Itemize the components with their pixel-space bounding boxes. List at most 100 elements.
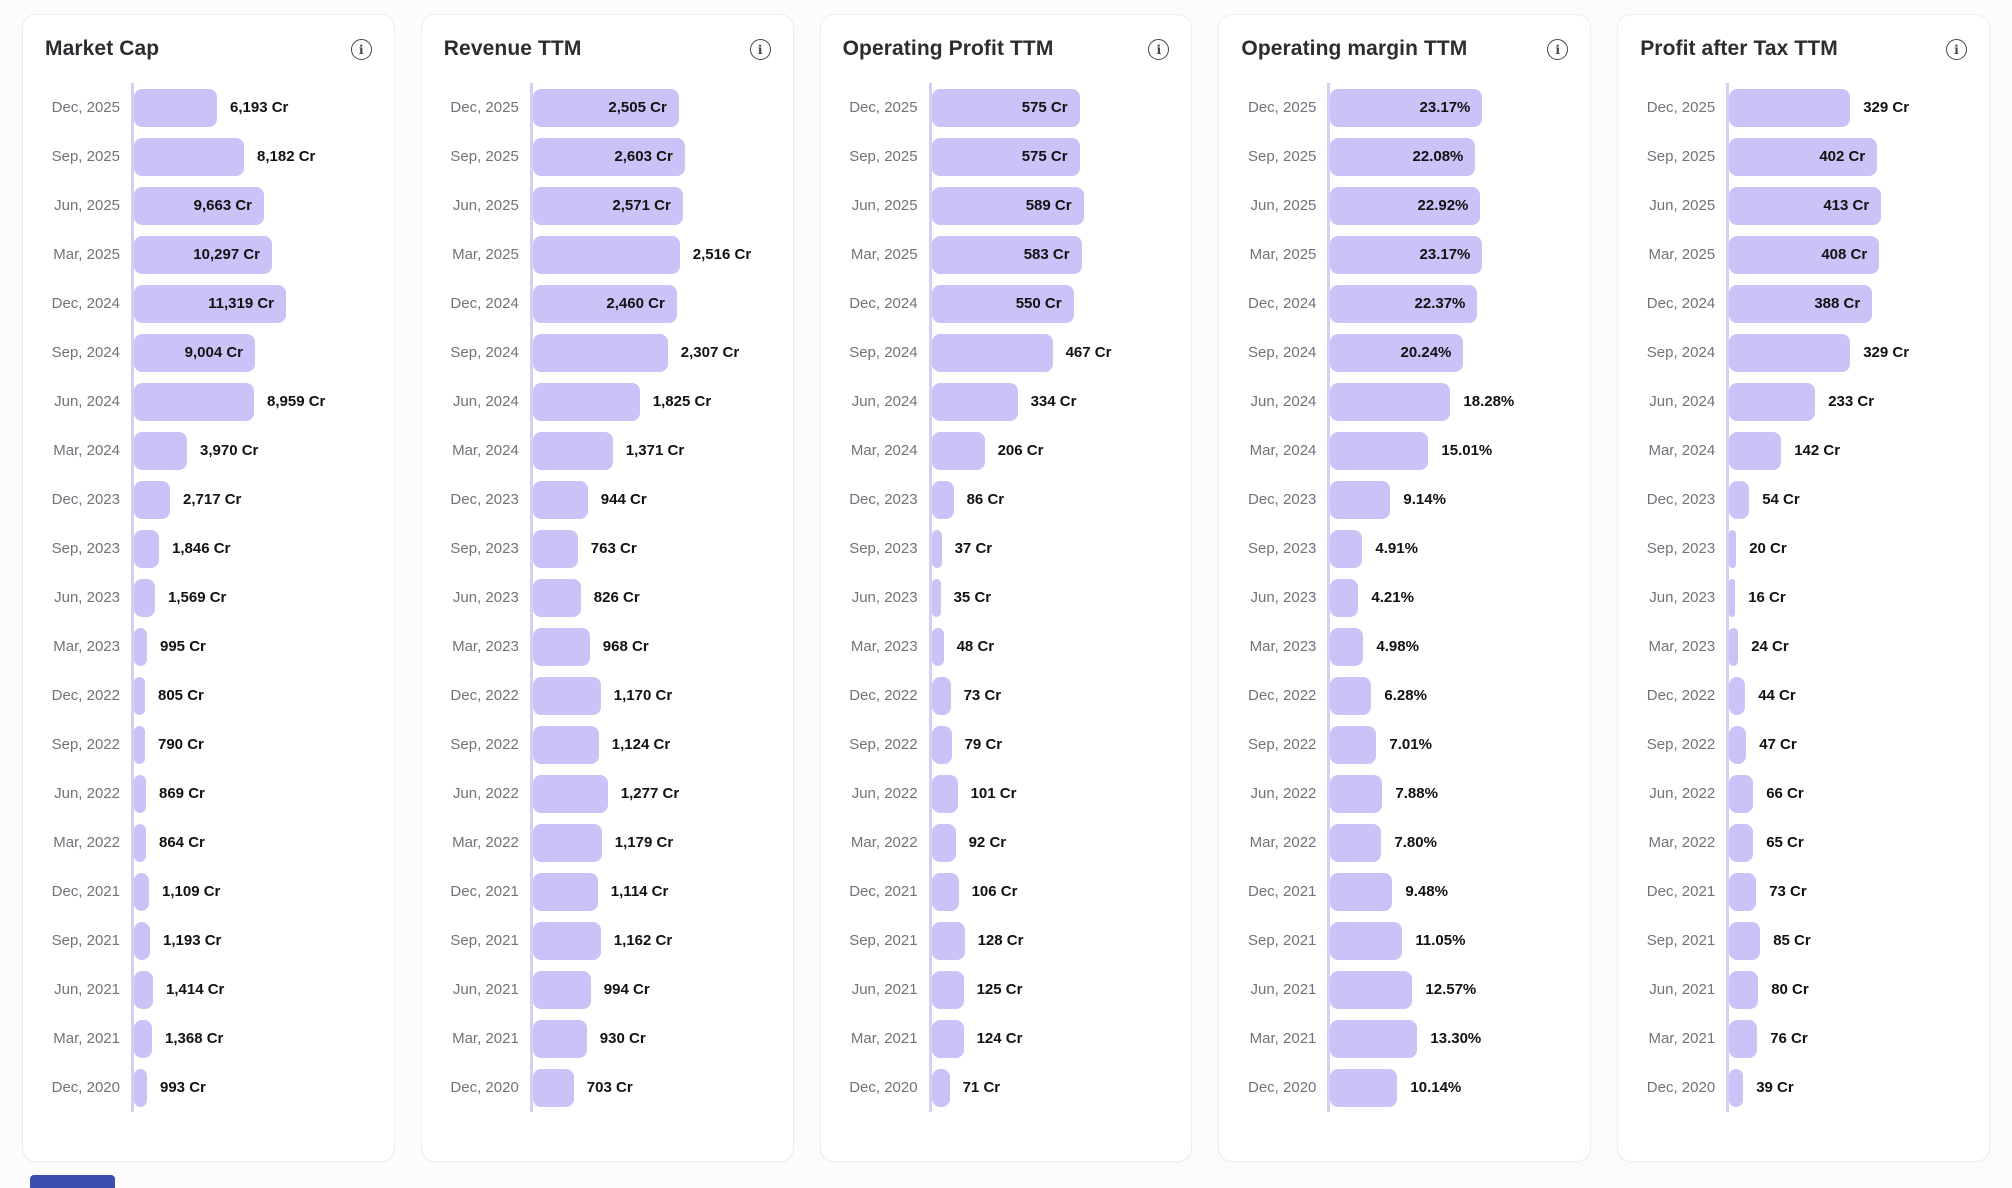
value-bar[interactable]: 11,319 Cr (134, 284, 286, 323)
value-bar[interactable] (1729, 872, 1757, 911)
value-bar[interactable] (931, 823, 956, 862)
value-bar[interactable] (532, 480, 588, 519)
value-bar[interactable]: 2,571 Cr (532, 186, 683, 225)
value-bar[interactable] (1729, 578, 1736, 617)
value-bar[interactable] (931, 676, 951, 715)
value-bar[interactable] (931, 578, 941, 617)
value-bar[interactable]: 402 Cr (1729, 137, 1878, 176)
value-bar[interactable] (1330, 480, 1391, 519)
value-bar[interactable] (1330, 1068, 1398, 1107)
value-bar[interactable] (931, 725, 952, 764)
value-bar[interactable] (931, 480, 954, 519)
value-bar[interactable] (1729, 1068, 1744, 1107)
value-bar[interactable] (1330, 431, 1429, 470)
value-bar[interactable]: 388 Cr (1729, 284, 1873, 323)
value-bar[interactable] (134, 88, 217, 127)
value-bar[interactable] (1729, 88, 1851, 127)
info-icon[interactable]: i (1547, 38, 1569, 60)
value-bar[interactable] (931, 627, 944, 666)
value-bar[interactable] (1330, 529, 1363, 568)
value-bar[interactable]: 589 Cr (931, 186, 1084, 225)
value-bar[interactable]: 22.92% (1330, 186, 1481, 225)
value-bar[interactable]: 575 Cr (931, 137, 1080, 176)
value-bar[interactable]: 2,505 Cr (532, 88, 679, 127)
value-bar[interactable] (134, 921, 150, 960)
value-bar[interactable] (931, 872, 959, 911)
value-bar[interactable] (134, 137, 244, 176)
value-bar[interactable] (931, 774, 958, 813)
value-bar[interactable] (1330, 1019, 1418, 1058)
value-bar[interactable] (1729, 725, 1747, 764)
value-bar[interactable] (1330, 970, 1413, 1009)
value-bar[interactable]: 2,460 Cr (532, 284, 677, 323)
value-bar[interactable] (931, 333, 1053, 372)
value-bar[interactable] (931, 529, 942, 568)
value-bar[interactable]: 22.08% (1330, 137, 1476, 176)
value-bar[interactable] (931, 382, 1018, 421)
value-bar[interactable] (1330, 921, 1403, 960)
value-bar[interactable]: 2,603 Cr (532, 137, 685, 176)
value-bar[interactable] (532, 333, 668, 372)
value-bar[interactable]: 575 Cr (931, 88, 1080, 127)
value-bar[interactable] (532, 1068, 574, 1107)
value-bar[interactable] (134, 480, 170, 519)
value-bar[interactable] (134, 774, 146, 813)
value-bar[interactable] (532, 872, 598, 911)
value-bar[interactable] (532, 774, 608, 813)
value-bar[interactable] (1330, 774, 1383, 813)
value-bar[interactable] (1729, 676, 1746, 715)
value-bar[interactable] (931, 1019, 964, 1058)
value-bar[interactable] (1330, 578, 1359, 617)
value-bar[interactable] (1330, 627, 1364, 666)
value-bar[interactable] (134, 872, 149, 911)
value-bar[interactable] (134, 1019, 152, 1058)
value-bar[interactable] (532, 1019, 587, 1058)
value-bar[interactable]: 9,663 Cr (134, 186, 264, 225)
value-bar[interactable] (931, 1068, 950, 1107)
value-bar[interactable] (931, 970, 964, 1009)
value-bar[interactable]: 23.17% (1330, 88, 1483, 127)
value-bar[interactable] (532, 235, 680, 274)
value-bar[interactable]: 23.17% (1330, 235, 1483, 274)
value-bar[interactable] (532, 921, 601, 960)
value-bar[interactable] (532, 431, 613, 470)
value-bar[interactable] (1729, 529, 1737, 568)
value-bar[interactable]: 550 Cr (931, 284, 1074, 323)
value-bar[interactable] (134, 725, 145, 764)
value-bar[interactable]: 9,004 Cr (134, 333, 255, 372)
value-bar[interactable] (134, 1068, 147, 1107)
value-bar[interactable] (532, 823, 602, 862)
value-bar[interactable]: 408 Cr (1729, 235, 1880, 274)
value-bar[interactable] (1729, 921, 1761, 960)
value-bar[interactable] (134, 627, 147, 666)
value-bar[interactable] (1729, 970, 1759, 1009)
value-bar[interactable] (134, 823, 146, 862)
info-icon[interactable]: i (749, 38, 771, 60)
value-bar[interactable] (931, 921, 965, 960)
value-bar[interactable] (1729, 627, 1739, 666)
value-bar[interactable] (1729, 1019, 1758, 1058)
value-bar[interactable] (532, 970, 591, 1009)
value-bar[interactable] (1330, 725, 1377, 764)
value-bar[interactable] (1729, 382, 1816, 421)
value-bar[interactable]: 413 Cr (1729, 186, 1882, 225)
value-bar[interactable] (1729, 823, 1754, 862)
value-bar[interactable] (532, 627, 590, 666)
value-bar[interactable] (134, 970, 153, 1009)
info-icon[interactable]: i (350, 38, 372, 60)
value-bar[interactable] (532, 676, 601, 715)
value-bar[interactable] (1330, 676, 1372, 715)
value-bar[interactable] (134, 382, 254, 421)
value-bar[interactable] (1729, 431, 1782, 470)
value-bar[interactable] (532, 382, 640, 421)
value-bar[interactable] (532, 529, 578, 568)
value-bar[interactable] (134, 578, 155, 617)
value-bar[interactable]: 583 Cr (931, 235, 1082, 274)
value-bar[interactable] (532, 725, 599, 764)
value-bar[interactable] (1330, 382, 1451, 421)
value-bar[interactable]: 20.24% (1330, 333, 1464, 372)
info-icon[interactable]: i (1148, 38, 1170, 60)
value-bar[interactable]: 10,297 Cr (134, 235, 272, 274)
value-bar[interactable] (134, 431, 187, 470)
value-bar[interactable] (1729, 333, 1851, 372)
